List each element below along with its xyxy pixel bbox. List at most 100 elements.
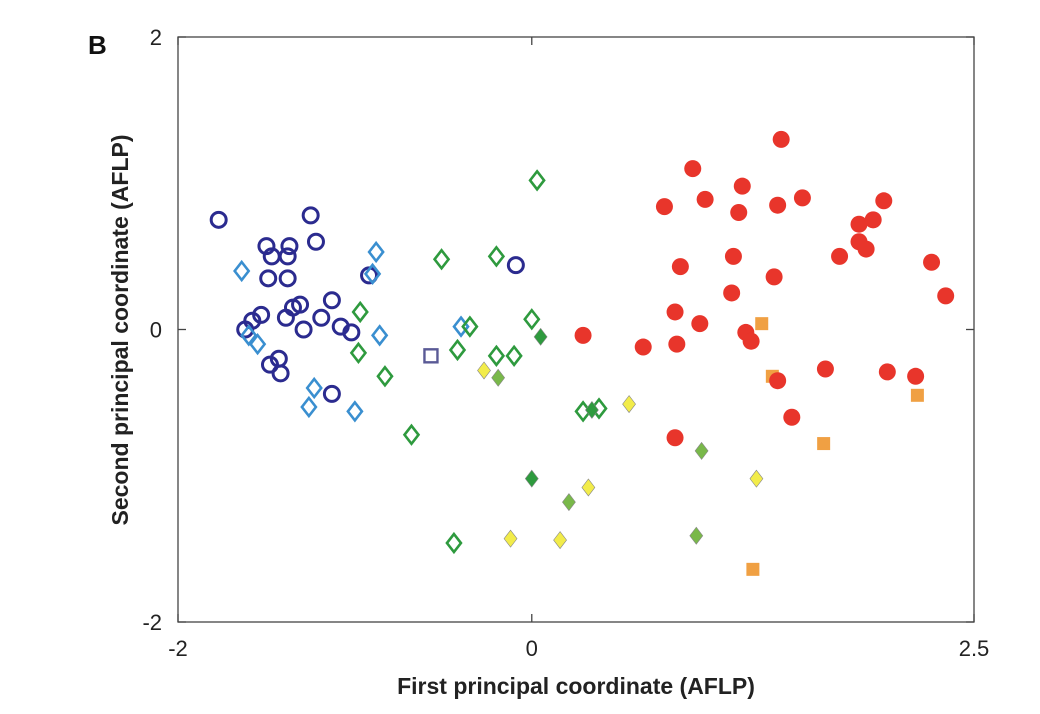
- axis-tick-labels: -2 0 2.5 -2 0 2: [142, 25, 989, 661]
- data-point-square-open: [423, 348, 439, 364]
- data-point-circle-filled: [937, 287, 955, 305]
- data-point-circle-filled: [864, 211, 882, 229]
- data-point-circle-open: [342, 323, 361, 342]
- data-point-diamond-open: [487, 245, 506, 268]
- data-point-circle-filled: [696, 190, 714, 208]
- data-point-diamond-open: [445, 531, 463, 555]
- data-point-circle-filled: [724, 247, 742, 265]
- data-point-circle-filled: [733, 177, 751, 195]
- data-point-circle-filled: [857, 240, 875, 258]
- data-point-circle-filled: [783, 408, 801, 426]
- data-point-circle-filled: [574, 326, 592, 344]
- data-point-circle-open: [506, 256, 525, 275]
- data-point-circle-open: [278, 247, 297, 266]
- data-point-diamond-open: [363, 262, 382, 286]
- data-point-circle-filled: [765, 268, 783, 286]
- data-point-diamond-open: [523, 308, 541, 331]
- data-point-circle-open: [257, 237, 276, 256]
- data-point-circle-open: [322, 291, 341, 310]
- data-point-diamond-open: [349, 341, 368, 365]
- data-point-diamond-open: [461, 315, 479, 338]
- data-point-diamond-filled: [585, 400, 599, 419]
- data-point-circle-filled: [831, 247, 849, 265]
- y-tick-label: 2: [150, 25, 162, 50]
- data-point-circle-filled: [666, 303, 684, 321]
- data-point-diamond-open: [248, 333, 267, 356]
- data-point-circle-filled: [655, 198, 673, 216]
- data-point-circle-open: [209, 210, 228, 229]
- data-point-diamond-open: [346, 400, 364, 423]
- x-tick-label: -2: [168, 636, 188, 661]
- data-point-circle-open: [280, 237, 299, 256]
- data-point-diamond-filled: [553, 531, 567, 550]
- data-point-diamond-open: [367, 240, 385, 264]
- data-point-diamond-open: [528, 169, 546, 192]
- data-point-circle-open: [301, 206, 320, 225]
- data-point-diamond-open: [402, 423, 421, 446]
- data-point-diamond-filled: [477, 361, 491, 380]
- data-point-circle-open: [312, 308, 331, 327]
- axis-ticks: [177, 36, 975, 623]
- data-point-circle-filled: [816, 360, 834, 378]
- data-point-circle-filled: [691, 315, 709, 333]
- data-point-circle-filled: [875, 192, 893, 210]
- data-point-circle-open: [259, 269, 278, 288]
- data-point-diamond-filled: [581, 478, 596, 497]
- data-point-diamond-filled: [491, 368, 506, 387]
- data-point-diamond-filled: [562, 493, 576, 512]
- data-point-diamond-open: [233, 259, 251, 283]
- data-point-circle-filled: [923, 253, 941, 271]
- y-axis-label: Second principal coordinate (AFLP): [107, 134, 133, 525]
- data-point-circle-filled: [742, 332, 760, 350]
- data-point-circle-open: [322, 384, 341, 403]
- data-point-diamond-open: [448, 338, 467, 362]
- data-point-circle-filled: [684, 160, 702, 178]
- data-points: [209, 130, 955, 576]
- x-tick-label: 0: [526, 636, 538, 661]
- data-point-circle-filled: [634, 338, 652, 356]
- data-point-circle-filled: [772, 130, 790, 148]
- y-tick-label: -2: [142, 610, 162, 635]
- data-point-diamond-open: [300, 395, 318, 419]
- data-point-diamond-filled: [622, 395, 636, 414]
- data-point-circle-open: [278, 269, 297, 288]
- data-point-circle-filled: [850, 215, 868, 233]
- data-point-diamond-filled: [689, 526, 704, 545]
- data-point-circle-open: [291, 295, 310, 314]
- data-point-square-filled: [755, 317, 769, 331]
- data-point-circle-filled: [878, 363, 896, 381]
- data-point-diamond-open: [240, 324, 258, 347]
- data-point-square-filled: [817, 437, 831, 451]
- data-point-circle-filled: [723, 284, 741, 302]
- data-point-circle-filled: [793, 189, 811, 207]
- data-point-square-filled: [746, 562, 760, 576]
- y-tick-label: 0: [150, 318, 162, 343]
- data-point-square-filled: [910, 388, 924, 402]
- panel-label: B: [88, 30, 107, 60]
- x-tick-label: 2.5: [959, 636, 990, 661]
- data-point-circle-filled: [907, 367, 925, 385]
- data-point-circle-filled: [671, 258, 689, 276]
- data-point-diamond-open: [487, 344, 506, 367]
- data-point-diamond-open: [371, 324, 389, 347]
- data-point-diamond-open: [452, 315, 470, 338]
- data-point-circle-filled: [730, 204, 748, 221]
- x-axis-label: First principal coordinate (AFLP): [397, 673, 755, 699]
- data-point-circle-filled: [666, 429, 684, 447]
- data-point-diamond-filled: [533, 327, 548, 346]
- data-point-diamond-open: [505, 344, 523, 367]
- data-point-circle-open: [252, 305, 271, 324]
- data-point-diamond-filled: [503, 529, 518, 548]
- data-point-diamond-open: [432, 248, 451, 271]
- data-point-diamond-open: [376, 365, 394, 388]
- data-point-diamond-open: [305, 376, 323, 400]
- data-point-circle-open: [294, 320, 313, 339]
- data-point-circle-filled: [668, 335, 686, 353]
- data-point-diamond-filled: [749, 469, 764, 488]
- data-point-diamond-filled: [694, 441, 709, 460]
- data-point-diamond-open: [351, 300, 369, 324]
- data-point-circle-filled: [769, 372, 787, 390]
- data-point-circle-open: [306, 232, 325, 251]
- data-point-circle-open: [271, 364, 290, 383]
